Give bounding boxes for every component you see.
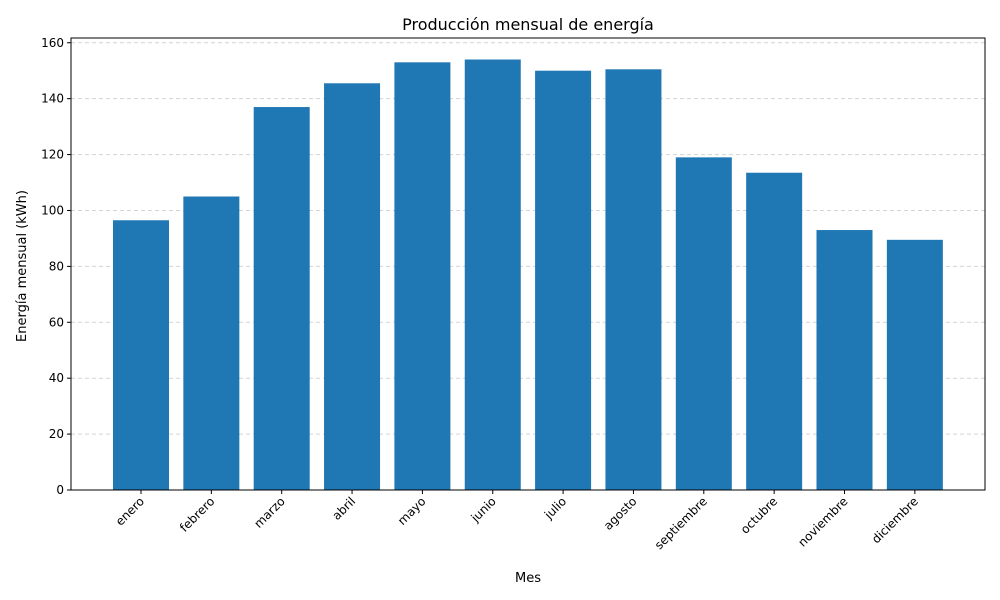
y-tick-label: 100: [41, 203, 64, 217]
x-tick-label: febrero: [177, 494, 218, 535]
bar-julio: [535, 70, 592, 490]
chart-title: Producción mensual de energía: [402, 15, 654, 34]
bar-mayo: [394, 62, 451, 490]
x-axis-label: Mes: [515, 571, 541, 586]
plot-frame: [70, 37, 986, 491]
bar-marzo: [253, 107, 310, 490]
x-tick-label: noviembre: [795, 494, 850, 549]
y-tick-label: 20: [49, 427, 64, 441]
x-tick-label: marzo: [251, 494, 288, 531]
y-tick-label: 0: [56, 483, 64, 497]
x-tick-label: octubre: [738, 494, 780, 536]
bar-febrero: [183, 196, 240, 490]
x-axis: enero febrero marzo abril mayo junio julio agos…: [113, 490, 921, 552]
x-tick-label: agosto: [601, 494, 640, 533]
x-tick-label: junio: [468, 494, 499, 525]
bar-enero: [113, 220, 169, 491]
x-tick-label: diciembre: [869, 494, 921, 546]
x-tick-label: julio: [541, 494, 569, 522]
y-tick-label: 140: [41, 92, 64, 106]
y-axis-label: Energía mensual (kWh): [15, 190, 30, 342]
bars: [113, 59, 943, 491]
y-tick-label: 120: [41, 148, 64, 162]
x-tick-label: mayo: [395, 494, 429, 528]
y-axis: 0 20 40 60 80 100 120 140 160: [41, 36, 71, 497]
y-tick-label: 80: [49, 259, 64, 273]
x-tick-label: septiembre: [652, 494, 710, 552]
x-tick-label: abril: [329, 494, 358, 523]
bar-septiembre: [675, 157, 732, 490]
y-tick-label: 60: [49, 315, 64, 329]
bar-octubre: [746, 172, 803, 490]
y-tick-label: 40: [49, 371, 64, 385]
bar-diciembre: [886, 239, 943, 490]
bar-agosto: [605, 69, 662, 490]
x-tick-label: enero: [113, 494, 147, 528]
bar-junio: [464, 59, 521, 491]
bar-abril: [324, 83, 381, 490]
y-tick-label: 160: [41, 36, 64, 50]
bar-noviembre: [816, 230, 873, 490]
